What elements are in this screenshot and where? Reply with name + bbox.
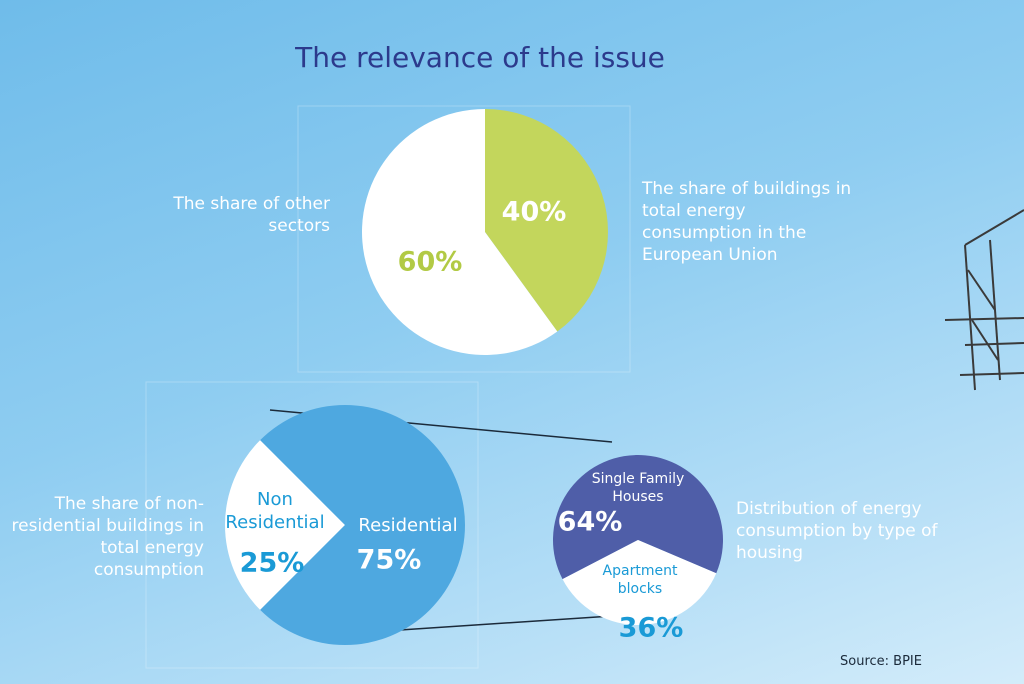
annotation: The share of non-residential buildings i…	[11, 494, 204, 581]
crane	[944, 209, 1024, 391]
pie-slice	[485, 109, 608, 332]
source: Source: BPIE	[840, 654, 922, 669]
category-label: The share of other sectors	[173, 194, 330, 237]
annotation: Distribution of energy consumption by ty…	[736, 499, 938, 564]
value-label: 75%	[356, 544, 422, 576]
pie-slice	[553, 455, 723, 580]
category-label: Residential	[358, 515, 458, 536]
frame	[145, 381, 479, 669]
value-label: 36%	[618, 612, 684, 644]
connector	[399, 615, 613, 631]
value-label: 64%	[557, 506, 623, 538]
title: The relevance of the issue	[295, 41, 665, 74]
frame	[297, 105, 631, 373]
value-label: 25%	[239, 547, 305, 579]
category-label: The share of buildings in total energy c…	[642, 179, 852, 266]
value-label: 40%	[501, 196, 567, 228]
category-label: Apartment blocks	[602, 563, 678, 598]
pie-slice	[361, 109, 558, 356]
pie-slice	[260, 404, 465, 645]
value-label: 60%	[397, 246, 463, 278]
pie-slice	[562, 540, 717, 625]
category-label: Non Residential	[225, 489, 325, 534]
category-label: Single Family Houses	[591, 471, 685, 506]
pie-slice	[225, 440, 345, 610]
